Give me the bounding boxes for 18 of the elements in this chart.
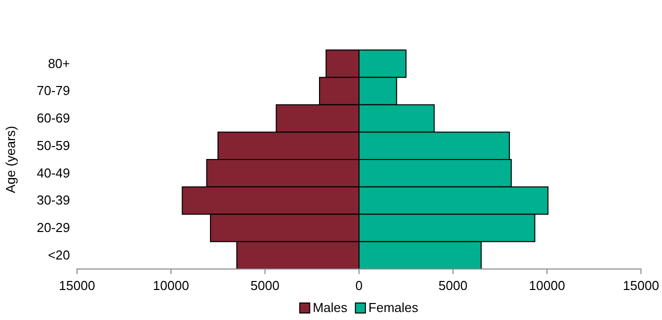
y-tick-label: 70-79 bbox=[36, 83, 70, 98]
y-tick-label: 50-59 bbox=[36, 138, 70, 153]
legend-label: Females bbox=[368, 300, 419, 315]
x-tick-label: 15000 bbox=[58, 278, 96, 293]
y-tick-label: 80+ bbox=[48, 56, 70, 71]
y-axis-title: Age (years) bbox=[3, 126, 18, 194]
x-tick-label: 5000 bbox=[438, 278, 468, 293]
x-tick-label: 0 bbox=[355, 278, 363, 293]
legend-label: Males bbox=[312, 300, 348, 315]
y-tick-label: 40-49 bbox=[36, 165, 70, 180]
y-tick-label: 60-69 bbox=[36, 110, 70, 126]
x-tick-label: 5000 bbox=[250, 278, 280, 293]
x-tick-label: 10000 bbox=[528, 278, 566, 293]
x-tick-label: 15000 bbox=[622, 278, 660, 293]
x-tick-label: 10000 bbox=[152, 278, 190, 293]
y-tick-label: <20 bbox=[48, 247, 70, 262]
y-tick-label: 20-29 bbox=[36, 220, 70, 236]
y-tick-label: 30-39 bbox=[36, 192, 70, 208]
